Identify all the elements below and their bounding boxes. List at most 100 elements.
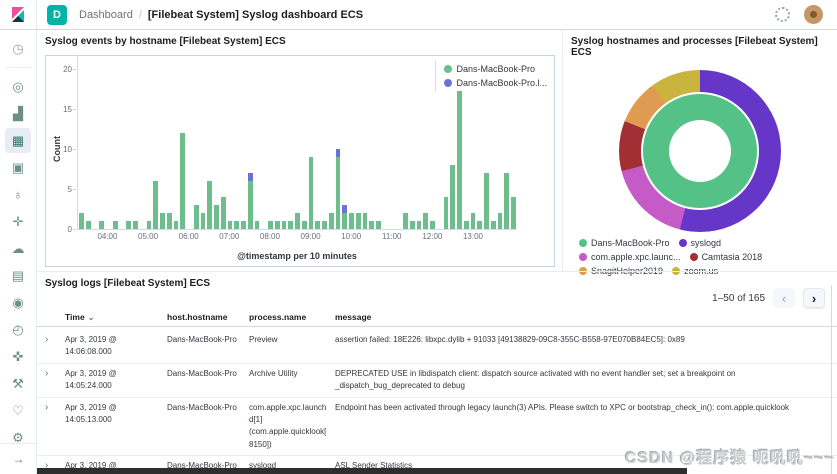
scrollbar[interactable] xyxy=(831,285,832,474)
pagination-next-button[interactable]: › xyxy=(803,288,825,308)
sidebar-item-dashboard[interactable]: ▦ xyxy=(5,128,31,153)
bar-bucket xyxy=(119,54,126,229)
row-expand-icon[interactable]: › xyxy=(45,460,49,472)
bar-segment[interactable] xyxy=(470,213,476,229)
breadcrumb-dashboard[interactable]: Dashboard xyxy=(79,8,133,21)
bar-segment[interactable] xyxy=(160,213,165,229)
donut-chart[interactable] xyxy=(619,70,781,232)
bar-segment[interactable] xyxy=(193,205,199,229)
column-header-message[interactable]: message xyxy=(335,312,372,322)
sidebar-item-logs[interactable]: ▤ xyxy=(5,263,31,288)
legend-item[interactable]: Camtasia 2018 xyxy=(689,252,762,262)
sidebar-item-apm[interactable]: ◉ xyxy=(5,290,31,315)
bar-segment[interactable] xyxy=(457,61,462,229)
bar-segment[interactable] xyxy=(220,197,226,229)
legend-item[interactable]: com.apple.xpc.launc... xyxy=(579,252,681,262)
bar-segment[interactable] xyxy=(328,213,334,229)
bar-segment[interactable] xyxy=(112,221,118,229)
bar-segment[interactable] xyxy=(504,173,509,229)
column-header-time[interactable]: Time ⌄ xyxy=(65,312,95,322)
bar-segment[interactable] xyxy=(247,181,253,229)
help-icon[interactable] xyxy=(775,7,790,22)
sidebar-item-siem[interactable]: ✜ xyxy=(5,344,31,369)
bar-segment[interactable] xyxy=(207,181,212,229)
donut-outer-ring[interactable] xyxy=(619,70,781,232)
bar-segment[interactable] xyxy=(200,213,206,229)
bar-segment[interactable] xyxy=(497,213,503,229)
sidebar-item-monitoring[interactable]: ♡ xyxy=(5,398,31,423)
sidebar-item-maps[interactable]: ♁ xyxy=(5,182,31,207)
bar-segment[interactable] xyxy=(342,213,347,229)
bar-segment[interactable] xyxy=(450,165,455,229)
column-header-process-name[interactable]: process.name xyxy=(249,312,307,322)
bar-segment[interactable] xyxy=(274,221,280,229)
bar-segment[interactable] xyxy=(484,173,489,229)
column-header-host-hostname[interactable]: host.hostname xyxy=(167,312,228,322)
bar-segment[interactable] xyxy=(241,221,246,229)
sidebar-item-dev-tools[interactable]: ⚒ xyxy=(5,371,31,396)
bar-segment[interactable] xyxy=(85,221,91,229)
bar-segment[interactable] xyxy=(335,157,341,229)
bar-segment[interactable] xyxy=(99,221,104,229)
row-expand-icon[interactable]: › xyxy=(45,401,49,413)
bar-segment[interactable] xyxy=(423,213,428,229)
sidebar-item-discover[interactable]: ◎ xyxy=(5,74,31,99)
bar-segment[interactable] xyxy=(369,221,374,229)
user-avatar[interactable] xyxy=(804,5,823,24)
bar-segment[interactable] xyxy=(227,221,233,229)
bar-segment[interactable] xyxy=(166,213,172,229)
bar-segment[interactable] xyxy=(403,213,408,229)
bar-segment[interactable] xyxy=(133,221,138,229)
bar-segment[interactable] xyxy=(153,181,158,229)
bar-segment[interactable] xyxy=(342,205,347,213)
bar-segment[interactable] xyxy=(335,149,341,157)
legend-item[interactable]: Dans-MacBook-Pro xyxy=(444,64,547,74)
bar-segment[interactable] xyxy=(490,221,496,229)
row-expand-icon[interactable]: › xyxy=(45,367,49,379)
bar-segment[interactable] xyxy=(234,221,239,229)
bar-segment[interactable] xyxy=(463,221,469,229)
bar-segment[interactable] xyxy=(254,221,260,229)
bar-segment[interactable] xyxy=(355,213,361,229)
bar-segment[interactable] xyxy=(477,221,482,229)
bar-segment[interactable] xyxy=(376,221,381,229)
sidebar-collapse-button[interactable]: → xyxy=(0,443,37,466)
bar-segment[interactable] xyxy=(322,221,327,229)
bar-segment[interactable] xyxy=(268,221,273,229)
bar-segment[interactable] xyxy=(173,221,179,229)
sidebar-item-management[interactable]: ⚙ xyxy=(5,425,31,450)
sidebar-item-visualize[interactable]: ▟ xyxy=(5,101,31,126)
sidebar-item-recent[interactable]: ◷ xyxy=(5,36,31,61)
bar-segment[interactable] xyxy=(362,213,368,229)
sidebar-item-machine-learning[interactable]: ✛ xyxy=(5,209,31,234)
bar-segment[interactable] xyxy=(430,221,435,229)
sidebar-item-uptime[interactable]: ◴ xyxy=(5,317,31,342)
legend-item[interactable]: Dans-MacBook-Pro.l... xyxy=(444,78,547,88)
bar-segment[interactable] xyxy=(180,133,185,229)
bar-segment[interactable] xyxy=(443,197,449,229)
bar-segment[interactable] xyxy=(308,157,314,229)
bar-segment[interactable] xyxy=(511,197,516,229)
bar-segment[interactable] xyxy=(281,221,287,229)
sidebar-item-canvas[interactable]: ▣ xyxy=(5,155,31,180)
legend-item[interactable]: Dans-MacBook-Pro xyxy=(579,238,670,248)
bar-segment[interactable] xyxy=(214,205,219,229)
bar-segment[interactable] xyxy=(349,213,354,229)
bar-segment[interactable] xyxy=(288,221,293,229)
bar-segment[interactable] xyxy=(146,221,152,229)
bar-segment[interactable] xyxy=(409,221,415,229)
y-tick-label: 0 xyxy=(52,225,76,234)
bar-segment[interactable] xyxy=(247,173,253,181)
sidebar-item-infrastructure[interactable]: ☁ xyxy=(5,236,31,261)
bar-segment[interactable] xyxy=(416,221,422,229)
pagination-prev-button[interactable]: ‹ xyxy=(773,288,795,308)
space-badge[interactable]: D xyxy=(47,4,67,25)
bar-segment[interactable] xyxy=(315,221,320,229)
bar-segment[interactable] xyxy=(126,221,131,229)
kibana-logo[interactable] xyxy=(0,0,37,29)
legend-item[interactable]: syslogd xyxy=(678,238,721,248)
bar-segment[interactable] xyxy=(295,213,300,229)
row-expand-icon[interactable]: › xyxy=(45,334,49,345)
bar-segment[interactable] xyxy=(301,221,307,229)
bar-segment[interactable] xyxy=(79,213,84,229)
